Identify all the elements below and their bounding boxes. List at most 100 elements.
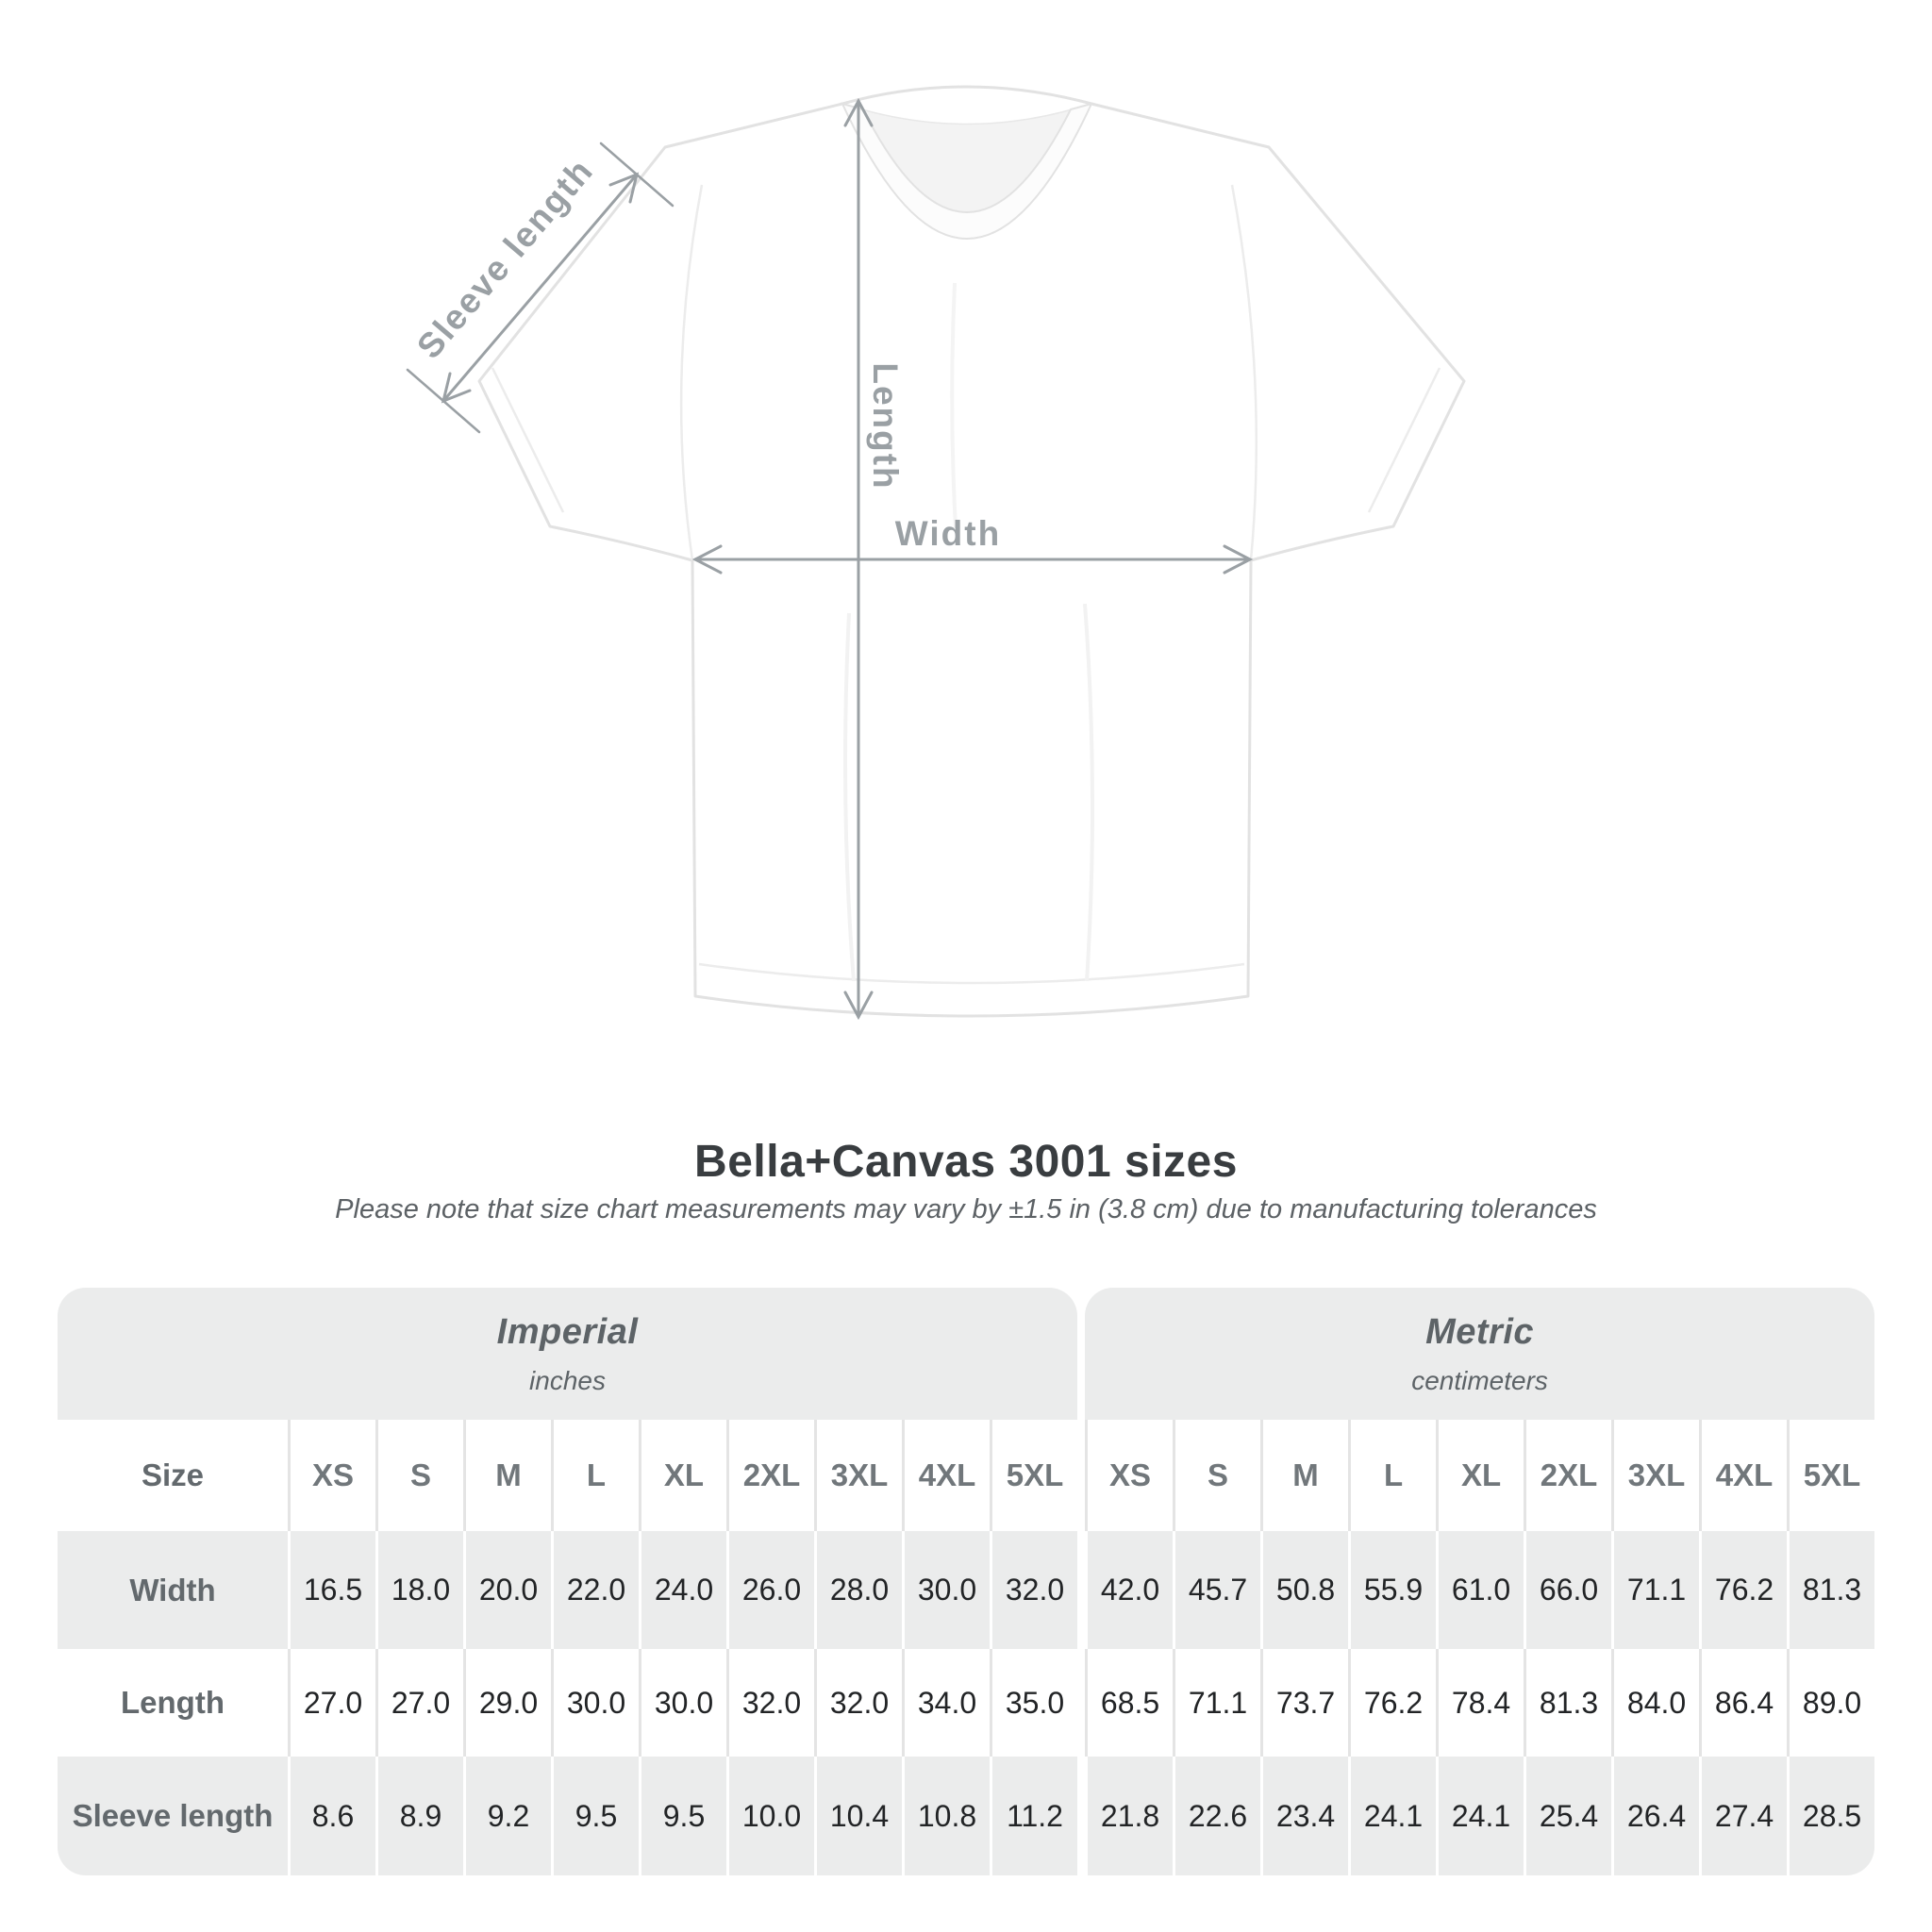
value-metric: 84.0 [1611,1649,1700,1757]
value-metric: 21.8 [1085,1757,1174,1875]
size-header-metric: 2XL [1524,1420,1612,1531]
size-header-imperial: XS [288,1420,375,1531]
size-table: Imperial inches Metric centimeters Size XS S M L… [58,1288,1875,1875]
value-metric: 89.0 [1787,1649,1875,1757]
size-header-imperial: 3XL [814,1420,902,1531]
value-imperial: 29.0 [463,1649,551,1757]
value-metric: 45.7 [1173,1531,1261,1649]
value-metric: 61.0 [1436,1531,1524,1649]
unit-band-title: Metric [1425,1311,1535,1352]
value-imperial: 24.0 [639,1531,726,1649]
value-metric: 24.1 [1348,1757,1437,1875]
value-imperial: 32.0 [814,1649,902,1757]
value-imperial: 26.0 [726,1531,814,1649]
group-gap-cell [1077,1757,1086,1875]
value-metric: 78.4 [1436,1649,1524,1757]
value-imperial: 9.5 [551,1757,639,1875]
group-gap-cell [1077,1531,1086,1649]
size-header-metric: XL [1436,1420,1524,1531]
size-header-imperial: S [375,1420,463,1531]
value-metric: 71.1 [1173,1649,1261,1757]
value-imperial: 32.0 [726,1649,814,1757]
value-imperial: 8.9 [375,1757,463,1875]
value-metric: 25.4 [1524,1757,1612,1875]
size-header-metric: L [1348,1420,1437,1531]
size-header-imperial: 5XL [990,1420,1078,1531]
unit-band-row: Imperial inches Metric centimeters [58,1288,1875,1420]
tolerance-note: Please note that size chart measurements… [335,1194,1597,1224]
sleeve-length-arrow [406,142,675,434]
value-metric: 22.6 [1173,1757,1261,1875]
value-metric: 81.3 [1524,1649,1612,1757]
value-metric: 24.1 [1436,1757,1524,1875]
measurement-row: Sleeve length 8.6 8.9 9.2 9.5 9.5 10.0 10.4 10.8… [58,1757,1875,1875]
value-imperial: 32.0 [990,1531,1078,1649]
size-header-imperial: M [463,1420,551,1531]
measurement-row: Width 16.5 18.0 20.0 22.0 24.0 26.0 28.0 30.0 32.… [58,1531,1875,1649]
value-metric: 55.9 [1348,1531,1437,1649]
size-header-imperial: 2XL [726,1420,814,1531]
value-metric: 42.0 [1085,1531,1174,1649]
size-header-metric: 3XL [1611,1420,1700,1531]
value-imperial: 22.0 [551,1531,639,1649]
length-dimension-label: Length [866,362,905,490]
value-imperial: 18.0 [375,1531,463,1649]
row-label: Width [58,1531,288,1649]
value-metric: 66.0 [1524,1531,1612,1649]
width-arrow [691,544,1254,575]
value-imperial: 9.5 [639,1757,726,1875]
size-header-imperial: L [551,1420,639,1531]
value-imperial: 10.8 [902,1757,990,1875]
width-dimension-label: Width [895,514,1001,553]
group-gap-cell [1077,1420,1086,1531]
value-metric: 28.5 [1787,1757,1875,1875]
value-imperial: 20.0 [463,1531,551,1649]
size-header-row: Size XS S M L XL 2XL 3XL 4XL 5XL XS S M L XL 2XL 3XL 4XL 5… [58,1420,1875,1531]
value-metric: 76.2 [1348,1649,1437,1757]
value-imperial: 28.0 [814,1531,902,1649]
size-header-metric: M [1260,1420,1349,1531]
unit-band-imperial: Imperial inches [58,1288,1078,1420]
size-header-imperial: 4XL [902,1420,990,1531]
group-gap-cell [1077,1288,1086,1420]
value-metric: 81.3 [1787,1531,1875,1649]
value-imperial: 9.2 [463,1757,551,1875]
value-metric: 76.2 [1699,1531,1788,1649]
tshirt-illustration [477,85,1466,1018]
value-imperial: 30.0 [551,1649,639,1757]
size-column-header: Size [58,1420,288,1531]
value-metric: 26.4 [1611,1757,1700,1875]
value-metric: 71.1 [1611,1531,1700,1649]
value-imperial: 27.0 [288,1649,375,1757]
value-metric: 68.5 [1085,1649,1174,1757]
value-imperial: 35.0 [990,1649,1078,1757]
value-imperial: 8.6 [288,1757,375,1875]
size-header-metric: 5XL [1787,1420,1875,1531]
value-imperial: 10.4 [814,1757,902,1875]
group-gap-cell [1077,1649,1086,1757]
size-header-metric: S [1173,1420,1261,1531]
measurement-row: Length 27.0 27.0 29.0 30.0 30.0 32.0 32.0 34.0 35… [58,1649,1875,1757]
page-title: Bella+Canvas 3001 sizes [694,1137,1238,1187]
value-metric: 73.7 [1260,1649,1349,1757]
size-header-metric: XS [1085,1420,1174,1531]
value-imperial: 34.0 [902,1649,990,1757]
length-arrow [843,97,874,1021]
value-metric: 50.8 [1260,1531,1349,1649]
value-imperial: 10.0 [726,1757,814,1875]
size-header-imperial: XL [639,1420,726,1531]
unit-band-metric: Metric centimeters [1085,1288,1875,1420]
value-metric: 27.4 [1699,1757,1788,1875]
row-label: Length [58,1649,288,1757]
value-imperial: 11.2 [990,1757,1078,1875]
value-imperial: 30.0 [902,1531,990,1649]
value-imperial: 16.5 [288,1531,375,1649]
unit-band-sublabel: inches [529,1365,606,1395]
value-imperial: 30.0 [639,1649,726,1757]
value-imperial: 27.0 [375,1649,463,1757]
value-metric: 23.4 [1260,1757,1349,1875]
tshirt-measurement-diagram: Width Length Sleeve length [406,85,1466,1021]
measurement-arrows [406,97,1254,1021]
size-header-metric: 4XL [1699,1420,1788,1531]
